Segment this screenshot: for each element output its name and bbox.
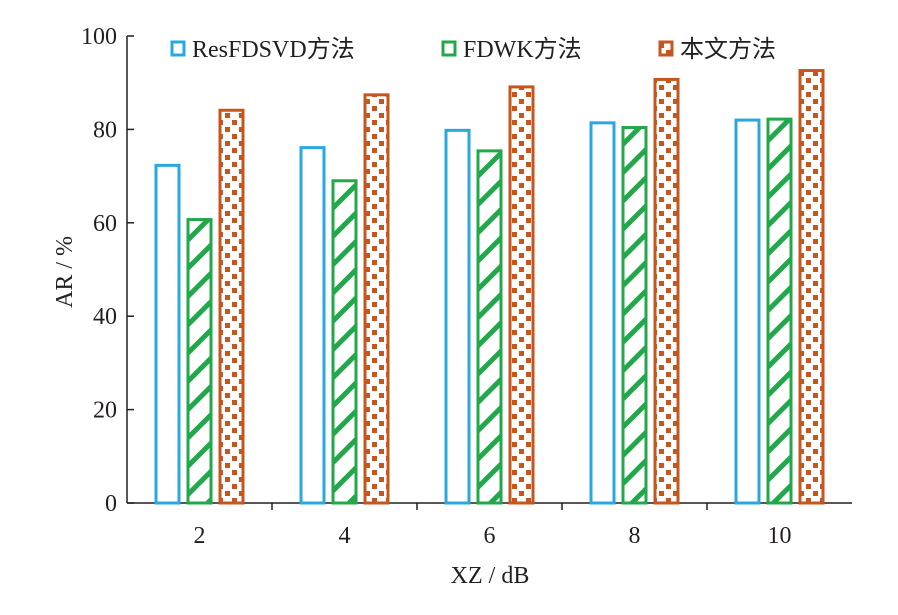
y-axis-label: AR / % bbox=[52, 236, 78, 308]
bar-2-10 bbox=[798, 69, 825, 505]
bar-2-6 bbox=[508, 85, 535, 505]
y-tick-label: 80 bbox=[93, 117, 117, 143]
x-tick-label: 2 bbox=[194, 523, 206, 549]
bar-2-8 bbox=[653, 77, 680, 505]
bar-0-8 bbox=[589, 121, 616, 505]
bar-1-8 bbox=[621, 126, 648, 505]
legend-swatch-0 bbox=[170, 40, 186, 57]
bar-2-4 bbox=[363, 93, 390, 505]
x-tick-label: 6 bbox=[484, 523, 496, 549]
bar-0-2 bbox=[154, 163, 181, 505]
bar-1-2 bbox=[186, 218, 213, 505]
bar-1-10 bbox=[766, 117, 793, 505]
x-tick-label: 8 bbox=[629, 523, 641, 549]
x-tick-label: 4 bbox=[339, 523, 351, 549]
legend-swatch-2 bbox=[658, 40, 674, 57]
y-tick-label: 0 bbox=[105, 491, 117, 517]
y-tick-label: 20 bbox=[93, 398, 117, 424]
legend-label-1: FDWK方法 bbox=[463, 36, 582, 63]
legend-label-2: 本文方法 bbox=[680, 36, 776, 63]
bar-0-10 bbox=[734, 118, 761, 505]
bar-1-6 bbox=[476, 149, 503, 505]
x-axis-label: XZ / dB bbox=[451, 563, 530, 589]
bar-0-6 bbox=[444, 128, 471, 505]
bars bbox=[154, 69, 825, 505]
legend-swatch-1 bbox=[441, 40, 457, 57]
legend-label-0: ResFDSVD方法 bbox=[192, 36, 355, 63]
axes: 0 20 40 60 80 100 2 4 6 8 10 bbox=[81, 24, 852, 549]
y-tick-label: 40 bbox=[93, 304, 117, 330]
bar-1-4 bbox=[331, 179, 358, 505]
bar-0-4 bbox=[299, 146, 326, 505]
x-tick-label: 10 bbox=[768, 523, 792, 549]
legend: ResFDSVD方法 FDWK方法 本文方法 bbox=[170, 36, 776, 63]
y-tick-label: 100 bbox=[81, 24, 117, 50]
bar-2-2 bbox=[218, 108, 245, 505]
y-tick-label: 60 bbox=[93, 211, 117, 237]
